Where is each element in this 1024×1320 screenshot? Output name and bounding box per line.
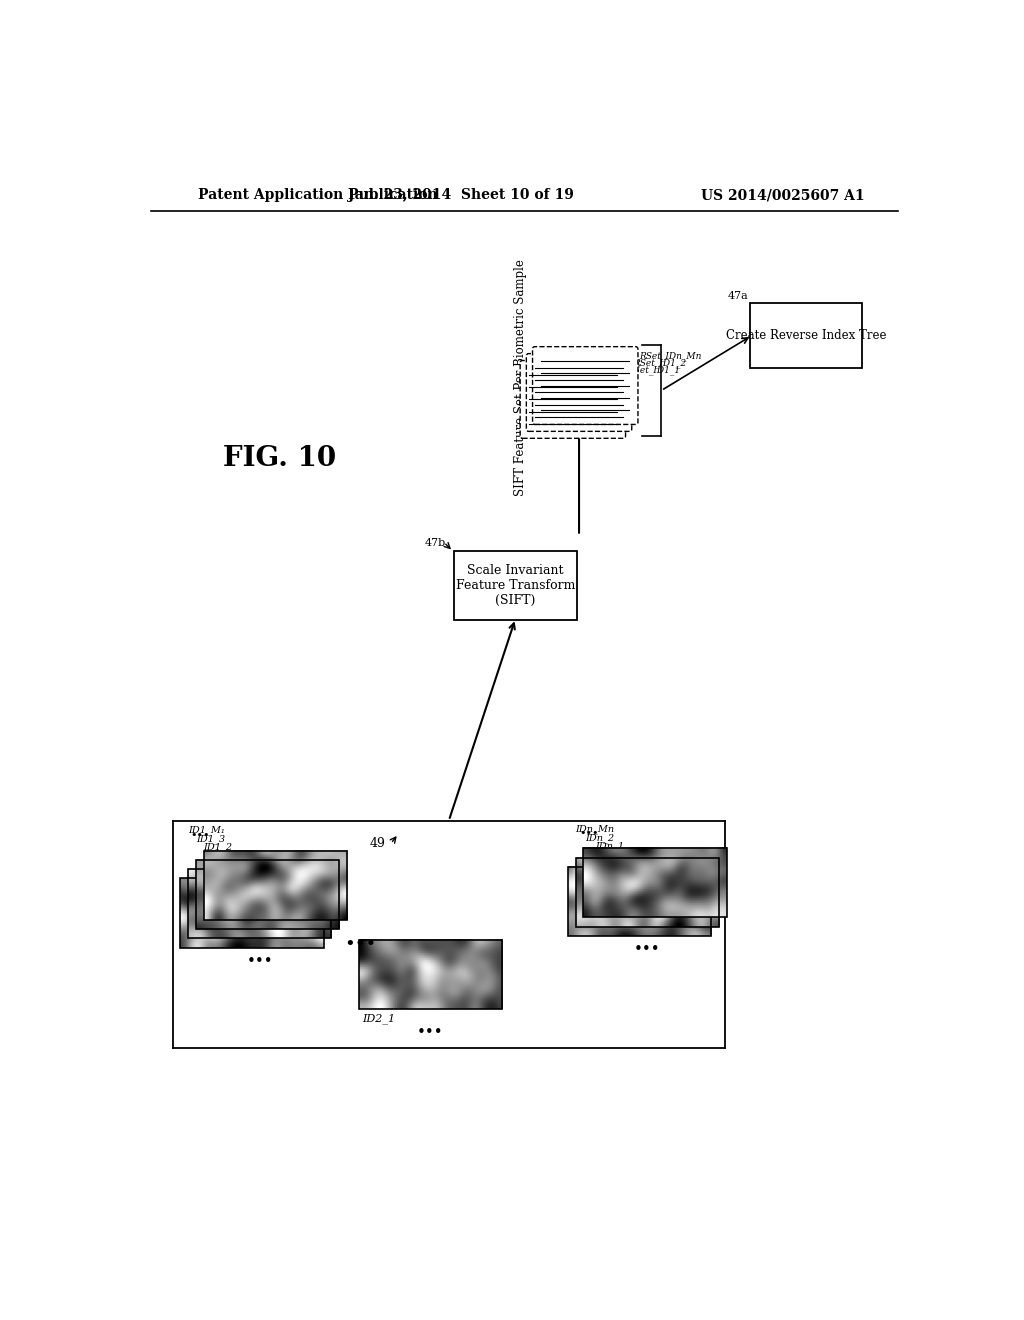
Text: Jan. 23, 2014  Sheet 10 of 19: Jan. 23, 2014 Sheet 10 of 19 — [348, 189, 574, 202]
FancyBboxPatch shape — [751, 304, 862, 368]
Text: IDn_2: IDn_2 — [586, 833, 614, 843]
Text: •••: ••• — [634, 942, 660, 957]
Text: Create Reverse Index Tree: Create Reverse Index Tree — [726, 329, 887, 342]
Text: FIG. 10: FIG. 10 — [222, 445, 336, 473]
Text: ID1_2: ID1_2 — [204, 842, 232, 853]
Text: •
•
•: • • • — [579, 367, 585, 400]
Text: IDn_1: IDn_1 — [595, 841, 624, 850]
Bar — [575, 858, 719, 927]
Bar — [180, 878, 324, 948]
Text: ID1_M₁: ID1_M₁ — [188, 825, 225, 836]
Text: ID1_3: ID1_3 — [196, 834, 225, 845]
FancyBboxPatch shape — [532, 347, 638, 425]
Bar — [188, 869, 332, 939]
FancyBboxPatch shape — [520, 360, 626, 438]
Bar — [196, 859, 339, 929]
Text: 49: 49 — [370, 837, 385, 850]
Bar — [584, 847, 727, 917]
Text: Scale Invariant
Feature Transform
(SIFT): Scale Invariant Feature Transform (SIFT) — [456, 564, 575, 607]
Bar — [358, 940, 502, 1010]
Text: Patent Application Publication: Patent Application Publication — [198, 189, 437, 202]
Text: ID2_1: ID2_1 — [362, 1014, 395, 1024]
Text: RSet_ID1_2: RSet_ID1_2 — [633, 358, 686, 368]
Text: 47b: 47b — [425, 539, 446, 548]
Text: 47a: 47a — [727, 290, 748, 301]
FancyBboxPatch shape — [454, 552, 578, 620]
Text: •••: ••• — [247, 954, 273, 969]
Text: RSet_IDn_Mn: RSet_IDn_Mn — [640, 351, 701, 360]
Bar — [204, 850, 347, 920]
Text: •••: ••• — [417, 1024, 443, 1040]
Text: SIFT Feature Set Per Biometric Sample: SIFT Feature Set Per Biometric Sample — [514, 260, 527, 496]
Text: •••: ••• — [344, 935, 377, 953]
FancyBboxPatch shape — [526, 354, 632, 432]
Text: •••: ••• — [580, 829, 599, 838]
Bar — [568, 867, 712, 936]
Text: RSet_ID1_1: RSet_ID1_1 — [627, 366, 680, 375]
Text: US 2014/0025607 A1: US 2014/0025607 A1 — [700, 189, 864, 202]
Text: IDn_Mn: IDn_Mn — [575, 824, 614, 834]
Text: ID1_1: ID1_1 — [211, 850, 241, 859]
Text: •••: ••• — [190, 830, 210, 840]
